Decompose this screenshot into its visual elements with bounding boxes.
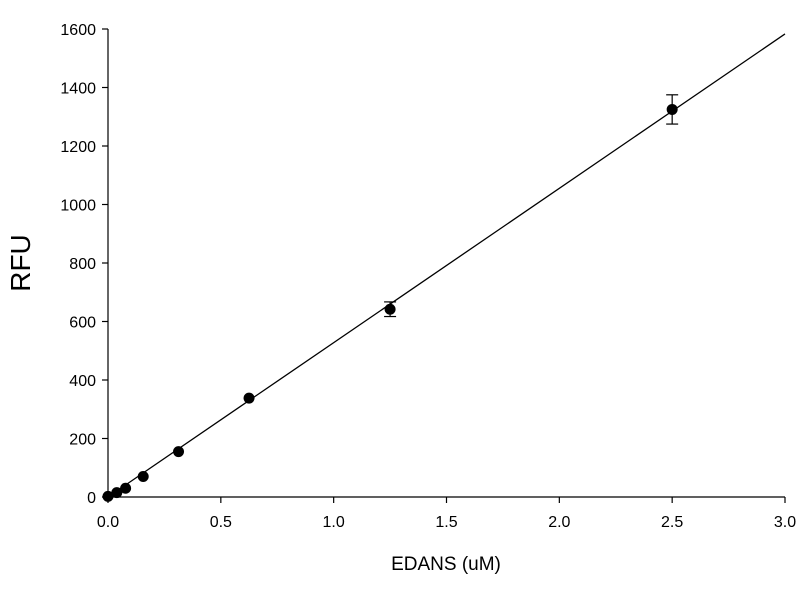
x-tick-label: 2.5 bbox=[661, 514, 683, 531]
y-tick-label: 600 bbox=[69, 315, 96, 332]
y-tick-label: 400 bbox=[69, 373, 96, 390]
data-point bbox=[384, 303, 396, 315]
x-tick-label: 2.0 bbox=[548, 514, 570, 531]
y-tick-label: 1400 bbox=[60, 81, 96, 98]
x-tick-label: 3.0 bbox=[774, 514, 796, 531]
data-point bbox=[111, 487, 123, 499]
data-point bbox=[666, 103, 678, 115]
plot-area bbox=[102, 33, 786, 502]
data-point bbox=[137, 471, 149, 483]
y-tick-label: 200 bbox=[69, 432, 96, 449]
data-point bbox=[243, 392, 255, 404]
x-tick-label: 1.0 bbox=[323, 514, 345, 531]
regression-line bbox=[107, 33, 786, 498]
y-tick-label: 800 bbox=[69, 256, 96, 273]
y-axis-title: RFU bbox=[5, 234, 36, 292]
y-tick-label: 0 bbox=[87, 490, 96, 507]
data-point bbox=[173, 446, 185, 458]
x-tick-label: 0.5 bbox=[210, 514, 232, 531]
x-axis-title: EDANS (uM) bbox=[391, 554, 501, 575]
y-tick-label: 1000 bbox=[60, 198, 96, 215]
data-point bbox=[120, 482, 132, 494]
y-tick-label: 1200 bbox=[60, 139, 96, 156]
y-ticks: 0 200 400 600 800 1000 1200 1400 1600 bbox=[60, 22, 108, 507]
x-ticks: 0.0 0.5 1.0 1.5 2.0 2.5 3.0 bbox=[97, 497, 796, 531]
x-tick-label: 0.0 bbox=[97, 514, 119, 531]
y-tick-label: 1600 bbox=[60, 22, 96, 39]
x-tick-label: 1.5 bbox=[435, 514, 457, 531]
